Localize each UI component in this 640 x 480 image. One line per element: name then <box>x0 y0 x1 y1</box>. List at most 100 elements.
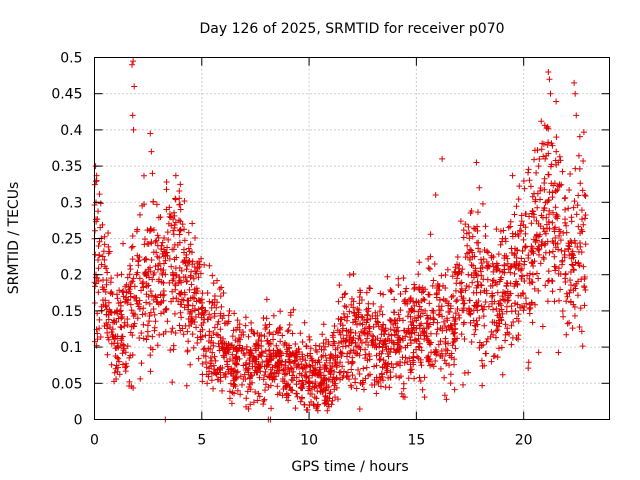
data-point <box>349 319 356 326</box>
data-point <box>395 275 402 282</box>
data-point <box>119 350 126 357</box>
data-point <box>415 335 422 342</box>
data-point <box>113 375 120 382</box>
data-point <box>245 333 252 340</box>
data-point <box>565 240 572 247</box>
data-point <box>171 256 178 263</box>
data-point <box>400 274 407 281</box>
data-point <box>470 307 477 314</box>
data-point <box>476 344 483 351</box>
data-point <box>484 335 491 342</box>
data-point <box>169 288 176 295</box>
data-point <box>270 331 277 338</box>
data-point <box>566 289 573 296</box>
data-point <box>154 242 161 249</box>
data-point <box>470 225 477 232</box>
data-point <box>555 265 562 272</box>
data-point <box>207 345 214 352</box>
data-point <box>330 329 337 336</box>
data-point <box>507 269 514 276</box>
data-point <box>221 348 228 355</box>
data-point <box>544 298 551 305</box>
data-point <box>508 263 515 270</box>
data-point <box>449 273 456 280</box>
data-point <box>126 354 133 361</box>
data-point <box>530 263 537 270</box>
data-point <box>209 272 216 279</box>
data-point <box>493 264 500 271</box>
data-point <box>136 334 143 341</box>
data-point <box>274 351 281 358</box>
data-point <box>555 246 562 253</box>
data-point <box>465 223 472 230</box>
data-point <box>181 258 188 265</box>
data-point <box>181 197 188 204</box>
data-point <box>363 306 370 313</box>
data-point <box>256 351 263 358</box>
data-point <box>450 338 457 345</box>
data-point <box>570 266 577 273</box>
data-point <box>362 339 369 346</box>
data-point <box>369 337 376 344</box>
data-point <box>344 373 351 380</box>
data-point <box>170 342 177 349</box>
data-point <box>340 310 347 317</box>
data-point <box>505 292 512 299</box>
data-point <box>134 226 141 233</box>
data-point <box>105 299 112 306</box>
data-point <box>549 209 556 216</box>
data-point <box>395 339 402 346</box>
data-point <box>515 336 522 343</box>
data-point <box>336 369 343 376</box>
data-point <box>395 282 402 289</box>
data-point <box>462 287 469 294</box>
data-point <box>337 376 344 383</box>
data-point <box>575 259 582 266</box>
data-point <box>558 181 565 188</box>
data-point <box>461 369 468 376</box>
data-point <box>542 230 549 237</box>
data-point <box>208 377 215 384</box>
data-point <box>128 244 135 251</box>
data-point <box>194 288 201 295</box>
data-point <box>141 241 148 248</box>
data-point <box>324 407 331 414</box>
data-point <box>169 246 176 253</box>
data-point <box>363 364 370 371</box>
data-point <box>110 317 117 324</box>
data-point <box>356 332 363 339</box>
data-point <box>553 148 560 155</box>
data-point <box>354 350 361 357</box>
data-point <box>269 376 276 383</box>
data-point <box>119 361 126 368</box>
data-point <box>516 227 523 234</box>
data-point <box>574 202 581 209</box>
x-tick-label: 15 <box>407 433 425 449</box>
data-point <box>119 289 126 296</box>
data-point <box>364 335 371 342</box>
data-point <box>312 364 319 371</box>
data-point <box>560 313 567 320</box>
data-point <box>172 195 179 202</box>
data-point <box>371 363 378 370</box>
data-point <box>460 300 467 307</box>
data-point <box>260 376 267 383</box>
data-point <box>518 273 525 280</box>
data-point <box>483 338 490 345</box>
data-point <box>374 335 381 342</box>
data-point <box>570 267 577 274</box>
data-point <box>346 349 353 356</box>
data-point <box>308 390 315 397</box>
data-point <box>520 236 527 243</box>
data-point <box>217 293 224 300</box>
data-point <box>478 357 485 364</box>
data-point <box>475 282 482 289</box>
data-point <box>446 352 453 359</box>
data-point <box>314 407 321 414</box>
data-point <box>114 295 121 302</box>
data-point <box>120 240 127 247</box>
data-point <box>322 362 329 369</box>
data-point <box>380 291 387 298</box>
data-point <box>541 175 548 182</box>
data-point <box>211 310 218 317</box>
